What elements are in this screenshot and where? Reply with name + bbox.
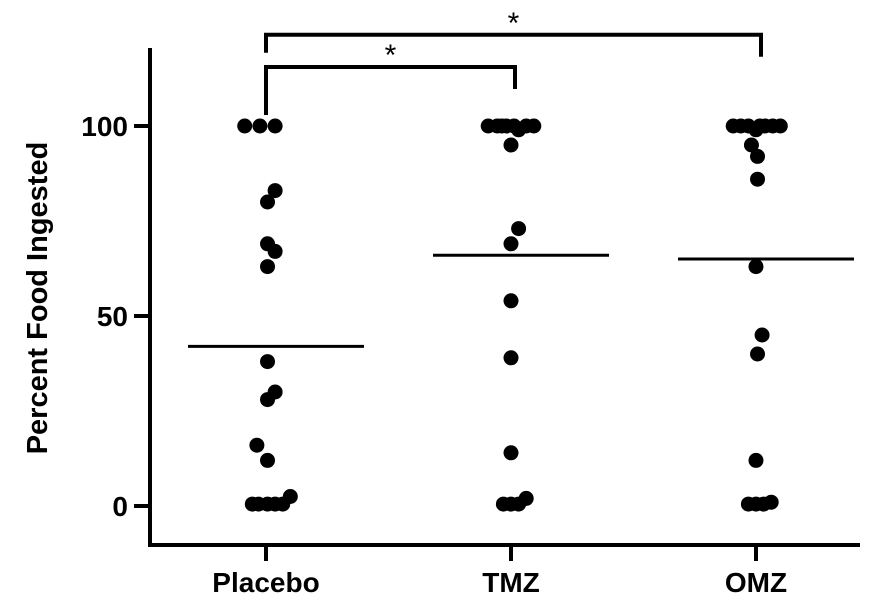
data-point bbox=[503, 137, 519, 153]
y-axis-title: Percent Food Ingested bbox=[22, 142, 54, 455]
mean-lines bbox=[188, 253, 854, 348]
data-point bbox=[503, 445, 519, 461]
x-tick-label: TMZ bbox=[482, 567, 540, 598]
data-point bbox=[282, 489, 298, 504]
data-points bbox=[237, 118, 788, 512]
data-point bbox=[252, 118, 268, 134]
data-point bbox=[772, 118, 788, 134]
data-point bbox=[750, 171, 766, 187]
data-point bbox=[750, 346, 766, 362]
data-point bbox=[743, 137, 759, 153]
data-point bbox=[503, 236, 519, 252]
data-point bbox=[237, 118, 253, 134]
data-point bbox=[518, 490, 534, 506]
significance-star: * bbox=[508, 7, 520, 40]
y-tick-label: 50 bbox=[97, 301, 128, 332]
x-tick-label: OMZ bbox=[725, 567, 787, 598]
data-point bbox=[260, 392, 276, 408]
data-point bbox=[526, 118, 542, 134]
significance-star: * bbox=[385, 39, 397, 72]
data-point bbox=[267, 183, 283, 199]
significance-bracket bbox=[264, 32, 763, 57]
axes: 0 50 100 Placebo TMZ OMZ bbox=[81, 48, 860, 598]
y-tick-label: 100 bbox=[81, 111, 128, 142]
data-point bbox=[750, 148, 766, 164]
data-point bbox=[267, 243, 283, 259]
significance-bracket bbox=[264, 65, 517, 115]
data-point bbox=[260, 259, 276, 275]
significance-brackets: ** bbox=[264, 7, 763, 115]
data-point bbox=[260, 452, 276, 468]
x-tick-label: Placebo bbox=[212, 567, 319, 598]
data-point bbox=[748, 452, 764, 468]
data-point bbox=[260, 194, 276, 210]
data-point bbox=[267, 118, 283, 134]
data-point bbox=[260, 354, 276, 370]
data-point bbox=[511, 221, 527, 237]
data-point bbox=[754, 327, 770, 343]
y-tick-label: 0 bbox=[112, 491, 128, 522]
data-point bbox=[748, 259, 764, 275]
data-point bbox=[503, 350, 519, 366]
data-point bbox=[763, 494, 779, 510]
data-point bbox=[249, 437, 265, 453]
data-point bbox=[503, 293, 519, 309]
